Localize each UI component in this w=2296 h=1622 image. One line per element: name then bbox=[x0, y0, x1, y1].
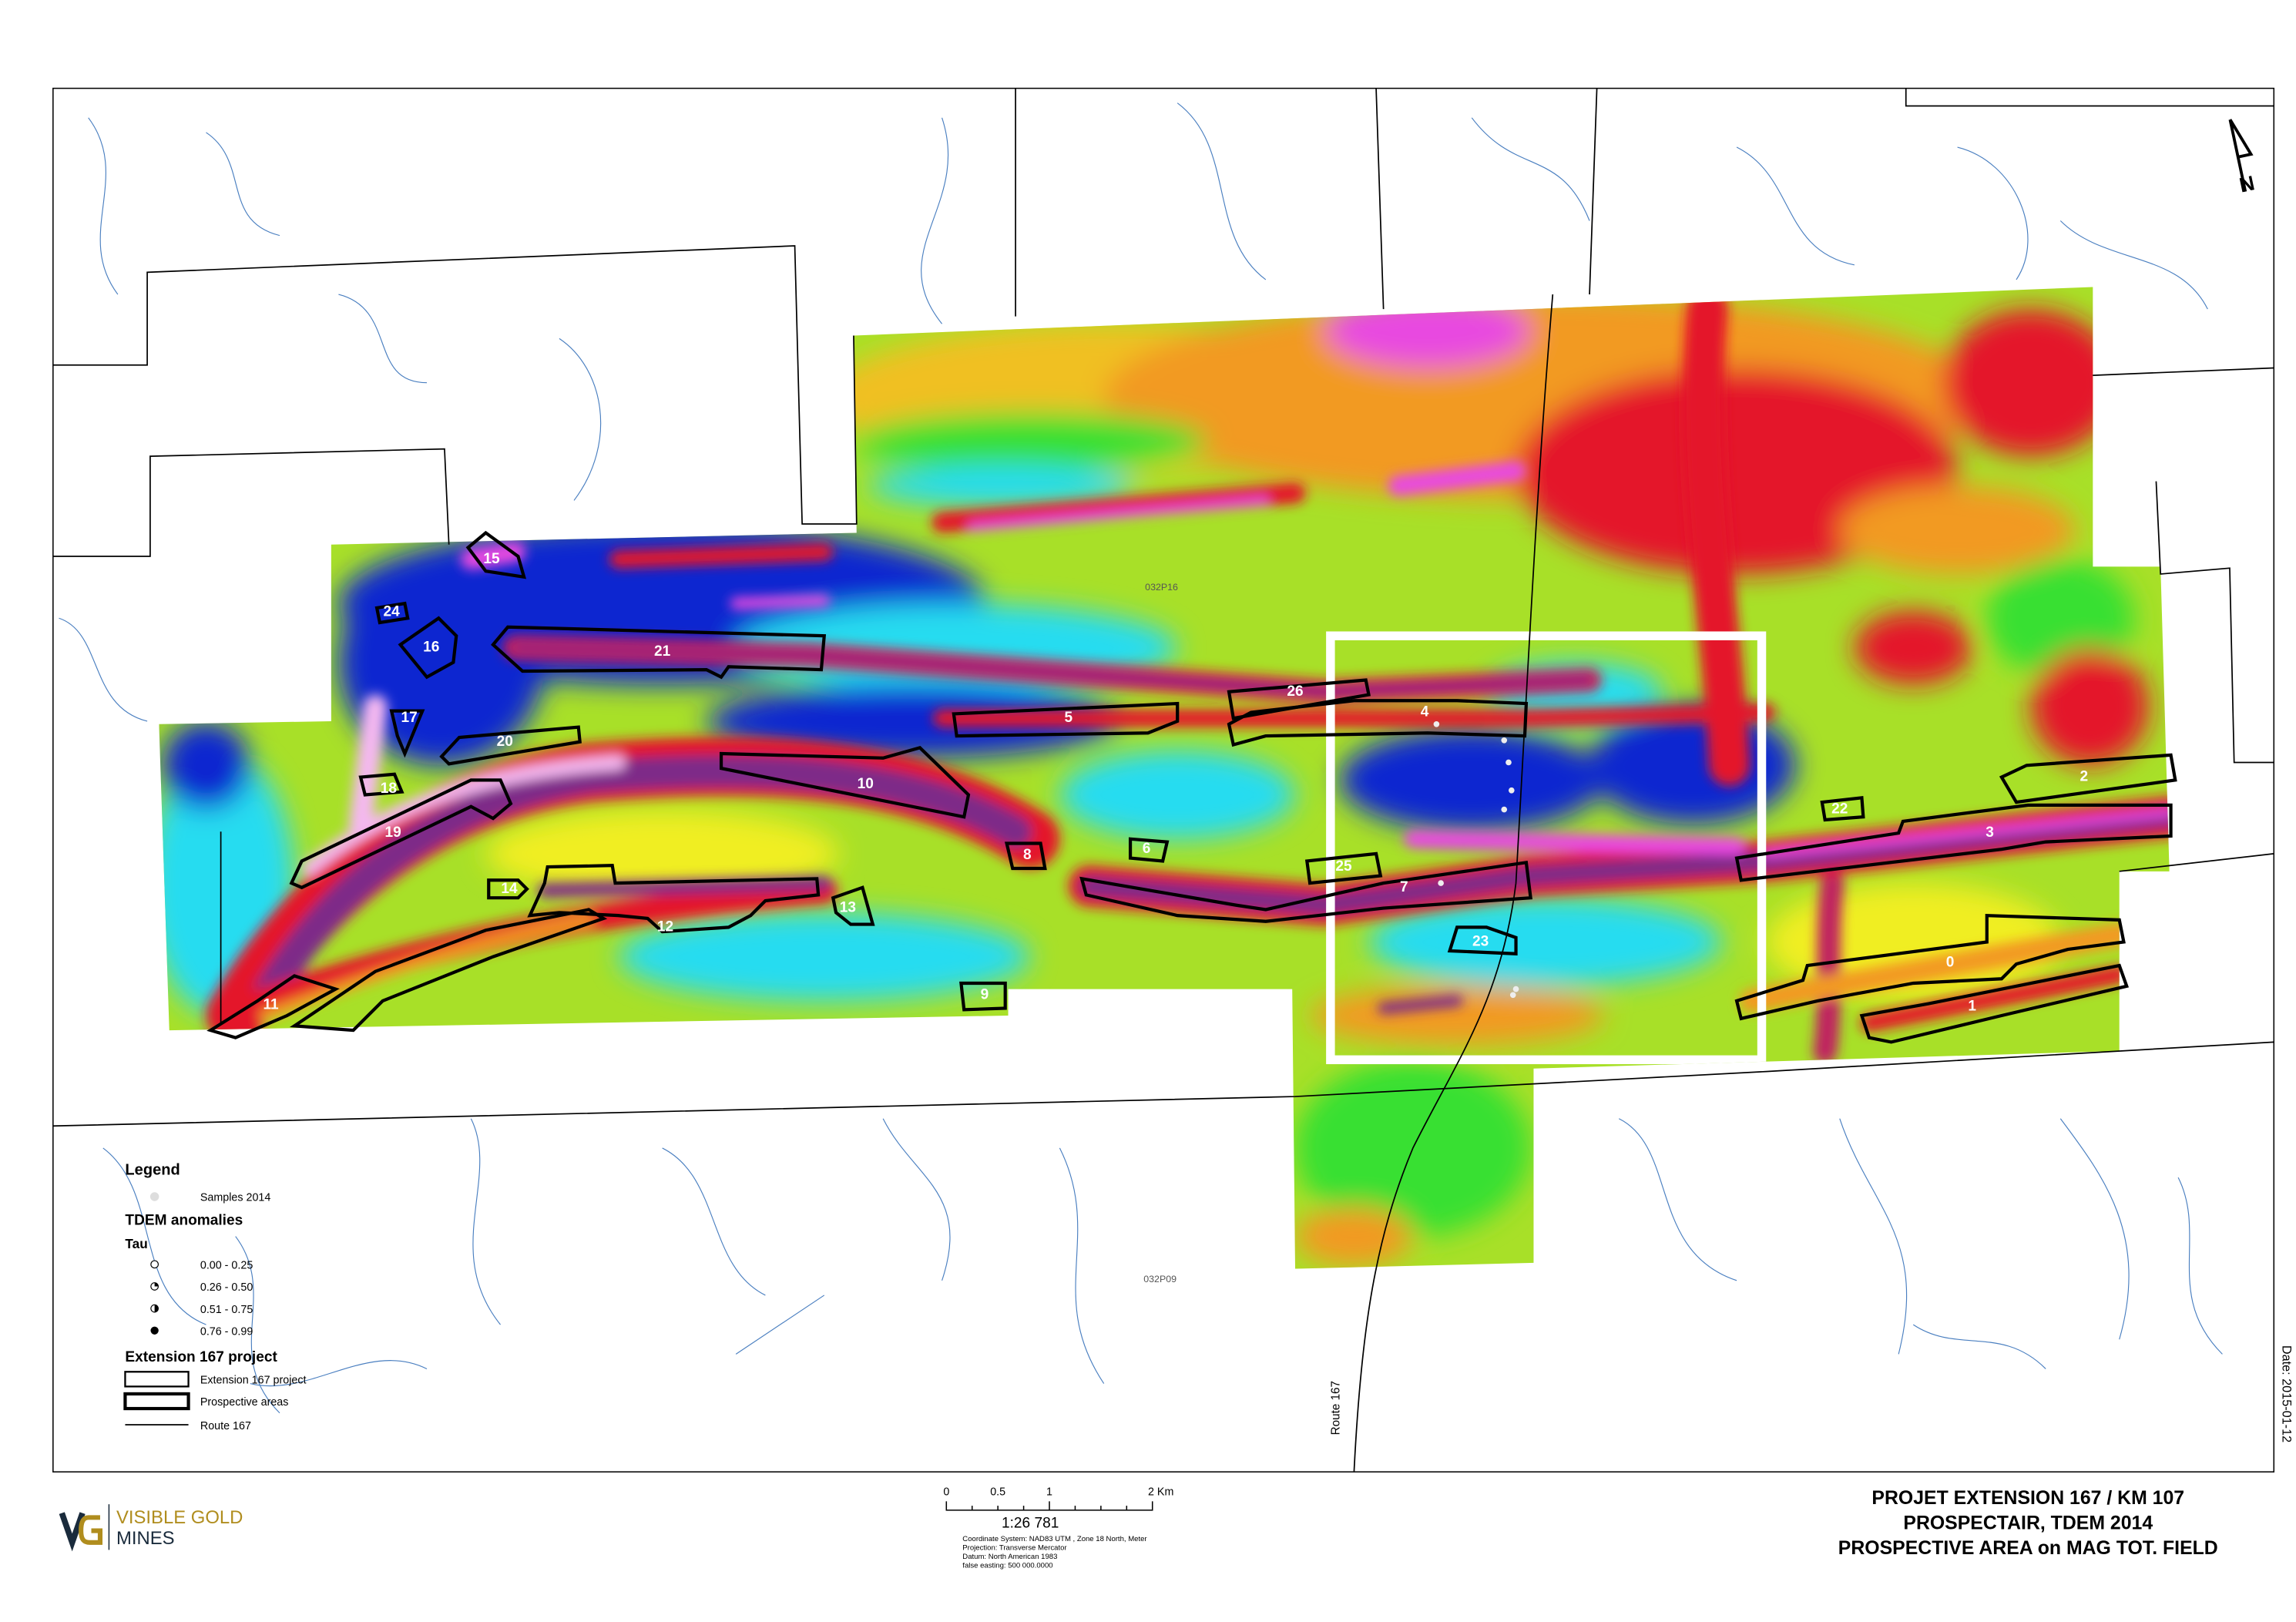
area-label: 19 bbox=[384, 824, 401, 841]
area-label: 12 bbox=[657, 918, 673, 935]
title-line2: PROSPECTAIR, TDEM 2014 bbox=[1903, 1513, 2153, 1534]
area-label: 26 bbox=[1287, 683, 1303, 700]
area-label: 24 bbox=[384, 604, 401, 620]
legend-project-title: Extension 167 project bbox=[125, 1349, 277, 1365]
area-label: 25 bbox=[1335, 858, 1352, 875]
area-label: 5 bbox=[1065, 710, 1073, 726]
focus-area-box bbox=[1326, 631, 1767, 1065]
area-label: 17 bbox=[401, 710, 417, 726]
route-167-line bbox=[1353, 294, 1554, 1473]
title-line1: PROJET EXTENSION 167 / KM 107 bbox=[1871, 1488, 2184, 1509]
area-label: 7 bbox=[1400, 879, 1408, 895]
coord-info: Coordinate System: NAD83 UTM , Zone 18 N… bbox=[962, 1535, 1147, 1543]
area-label: 15 bbox=[483, 551, 500, 567]
area-label: 11 bbox=[263, 997, 279, 1013]
prospective-area-swatch bbox=[123, 1392, 190, 1411]
logo-line2: MINES bbox=[116, 1528, 175, 1549]
tau-half-icon bbox=[150, 1304, 159, 1313]
area-label: 20 bbox=[497, 734, 513, 750]
area-label: 9 bbox=[981, 986, 989, 1002]
area-label: 16 bbox=[423, 640, 439, 656]
title-line3: PROSPECTIVE AREA on MAG TOT. FIELD bbox=[1838, 1538, 2218, 1559]
scale-label: 0.5 bbox=[990, 1486, 1005, 1499]
prospective-area-labels: 0 1 2 3 4 5 6 7 8 9 10 11 12 13 14 15 16… bbox=[263, 551, 2088, 1015]
route-167-label: Route 167 bbox=[1329, 1381, 1342, 1435]
legend-title: Legend bbox=[125, 1161, 180, 1178]
area-label: 2 bbox=[2080, 769, 2089, 785]
north-arrow-icon: N bbox=[2228, 119, 2257, 197]
extension-167-boundary bbox=[52, 88, 2274, 1127]
legend-project-item: Extension 167 project bbox=[200, 1375, 307, 1387]
area-label: 14 bbox=[501, 881, 518, 897]
scale-label: 0 bbox=[943, 1486, 949, 1499]
sheet-label-032p16: 032P16 bbox=[1145, 582, 1178, 593]
area-label: 6 bbox=[1143, 841, 1151, 857]
legend-tau-title: Tau bbox=[125, 1236, 147, 1251]
scale-ratio: 1:26 781 bbox=[1002, 1516, 1059, 1532]
project-boundary-swatch bbox=[124, 1371, 190, 1388]
scale-label: 2 Km bbox=[1148, 1486, 1173, 1499]
legend-project-item: Route 167 bbox=[200, 1420, 251, 1432]
scale-bar: 0 0.5 1 2 Km 1:26 781 Coordinate System:… bbox=[943, 1486, 1173, 1570]
area-label: 23 bbox=[1472, 934, 1489, 950]
tau-high-icon bbox=[150, 1326, 159, 1335]
map-title: PROJET EXTENSION 167 / KM 107 PROSPECTAI… bbox=[1838, 1488, 2218, 1559]
tau-low-icon bbox=[150, 1260, 159, 1269]
samples-2014 bbox=[1433, 720, 1519, 999]
area-label: 3 bbox=[1986, 824, 1994, 841]
visible-gold-mines-logo: VISIBLE GOLD MINES bbox=[59, 1504, 243, 1552]
sample-dot-icon bbox=[149, 1192, 159, 1201]
legend-project-item: Prospective areas bbox=[200, 1396, 289, 1409]
coord-info: false easting: 500 000.0000 bbox=[962, 1561, 1052, 1570]
area-label: 8 bbox=[1023, 847, 1032, 863]
area-label: 13 bbox=[840, 900, 856, 916]
area-label: 10 bbox=[858, 776, 874, 792]
logo-line1: VISIBLE GOLD bbox=[116, 1507, 243, 1528]
area-label: 18 bbox=[381, 781, 398, 797]
sheet-label-032p09: 032P09 bbox=[1143, 1274, 1177, 1285]
coord-info: Datum: North American 1983 bbox=[962, 1553, 1057, 1561]
legend-tau-class: 0.76 - 0.99 bbox=[200, 1326, 253, 1338]
coord-info: Projection: Transverse Mercator bbox=[962, 1543, 1067, 1552]
area-label: 0 bbox=[1946, 954, 1955, 970]
prospective-areas bbox=[206, 530, 2177, 1044]
tau-quarter-icon bbox=[150, 1282, 159, 1291]
legend: Legend Samples 2014 TDEM anomalies Tau 0… bbox=[123, 1161, 307, 1432]
area-label: 1 bbox=[1968, 999, 1976, 1015]
map-date: Date: 2015-01-12 bbox=[2280, 1345, 2294, 1442]
legend-tdem-title: TDEM anomalies bbox=[125, 1212, 243, 1228]
legend-samples: Samples 2014 bbox=[200, 1192, 271, 1204]
water-features bbox=[59, 102, 2223, 1414]
legend-tau-class: 0.26 - 0.50 bbox=[200, 1281, 253, 1294]
area-label: 4 bbox=[1421, 704, 1429, 720]
legend-tau-class: 0.00 - 0.25 bbox=[200, 1260, 253, 1272]
scale-label: 1 bbox=[1046, 1486, 1052, 1499]
area-label: 22 bbox=[1831, 801, 1848, 818]
legend-tau-class: 0.51 - 0.75 bbox=[200, 1304, 253, 1316]
area-label: 21 bbox=[654, 643, 671, 660]
